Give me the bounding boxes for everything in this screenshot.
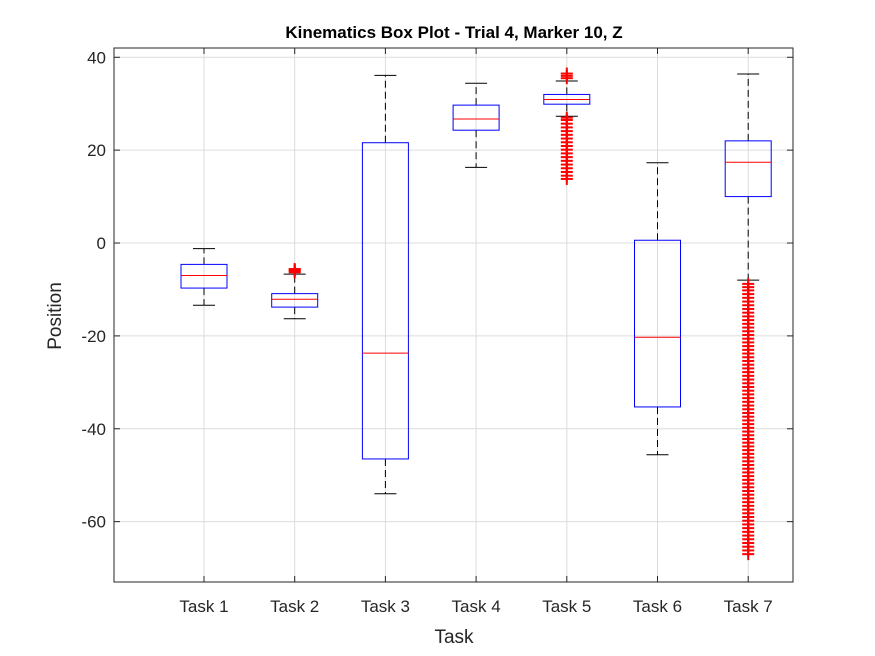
outlier-point [288, 263, 301, 276]
outlier-point [742, 548, 755, 561]
box-rect [724, 140, 772, 198]
plot-area [114, 48, 793, 582]
outlier-point [560, 111, 573, 124]
axes-frame [113, 47, 794, 583]
x-tick-label: Task 3 [361, 597, 410, 616]
box-1 [180, 248, 228, 306]
y-tick-label: -20 [81, 327, 106, 346]
box-rect [180, 263, 228, 289]
y-tick-label: 0 [97, 234, 106, 253]
x-tick-label: Task 5 [542, 597, 591, 616]
box-5 [543, 67, 591, 185]
outlier-point [560, 67, 573, 80]
x-tick-label: Task 6 [633, 597, 682, 616]
box-6 [634, 162, 681, 456]
tick-labels: 40 20 0 -20 -40 -60 Task 1 Task 2 Task 3 Task 4 Ta… [81, 48, 772, 616]
x-tick-label: Task 4 [452, 597, 501, 616]
x-axis-label: Task [434, 627, 474, 648]
y-tick-label: 40 [87, 48, 106, 67]
y-tick-label: -60 [81, 513, 106, 532]
y-tick-label: 20 [87, 141, 106, 160]
box-rect [452, 104, 500, 131]
box-7 [724, 73, 772, 561]
box-2 [271, 263, 319, 320]
x-tick-label: Task 7 [724, 597, 773, 616]
box-rect [271, 293, 319, 308]
x-tick-label: Task 2 [270, 597, 319, 616]
box-4 [452, 82, 500, 168]
boxes [180, 67, 772, 561]
box-3 [361, 74, 409, 495]
box-rect [361, 142, 409, 460]
chart-title: Kinematics Box Plot - Trial 4, Marker 10… [285, 23, 622, 42]
axes-box [113, 47, 794, 583]
x-tick-label: Task 1 [179, 597, 228, 616]
y-axis-label: Position [45, 282, 66, 350]
box-rect [634, 239, 681, 408]
y-tick-label: -40 [81, 420, 106, 439]
